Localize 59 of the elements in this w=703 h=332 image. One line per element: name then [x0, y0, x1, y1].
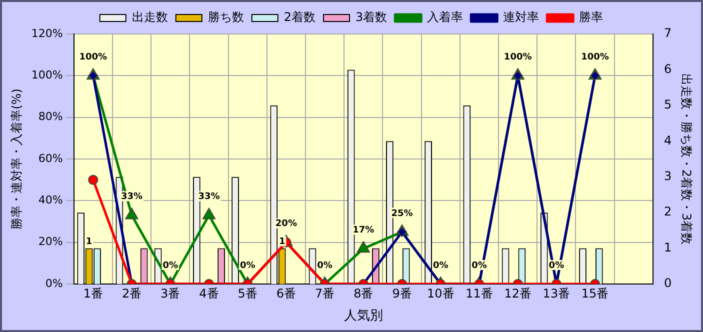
- y2-tick-label: 7: [664, 26, 672, 40]
- y2-tick-label: 4: [664, 133, 672, 148]
- y2-axis-title: 出走数・勝ち数・2着数・3着数: [680, 73, 694, 245]
- y2-tick-label: 0: [664, 276, 672, 290]
- x-tick-label: 10番: [426, 286, 454, 300]
- x-axis-title: 人気別: [344, 308, 383, 324]
- point: [356, 241, 370, 253]
- data-label: 100%: [504, 52, 532, 63]
- data-label: 0%: [432, 260, 448, 271]
- data-label: 0%: [317, 260, 332, 271]
- x-tick-label: 12番: [504, 286, 532, 300]
- data-label: 0%: [472, 260, 487, 271]
- y2-tick-label: 1: [664, 240, 672, 254]
- x-tick-label: 9番: [392, 286, 412, 300]
- y2-tick-label: 5: [664, 98, 672, 112]
- y-tick-label: 120%: [31, 26, 63, 40]
- x-tick-label: 6番: [276, 286, 296, 300]
- x-tick-label: 5番: [238, 286, 258, 300]
- data-label: 0%: [548, 260, 564, 271]
- legend-label: 出走数: [132, 10, 168, 24]
- y2-tick-label: 3: [664, 168, 672, 183]
- data-label: 1: [278, 237, 286, 248]
- y2-tick-label: 6: [664, 62, 672, 76]
- data-label: 33%: [120, 192, 143, 202]
- legend-label: 2着数: [284, 10, 316, 24]
- data-label: 100%: [581, 52, 609, 63]
- x-tick-label: 8番: [354, 286, 374, 300]
- y-tick-label: 20%: [38, 235, 63, 248]
- data-label: 20%: [275, 219, 297, 230]
- legend-label: 勝ち数: [208, 10, 244, 24]
- legend-label: 連対率: [503, 10, 540, 24]
- legend-label: 入着率: [427, 10, 464, 24]
- x-tick-label: 7番: [314, 286, 335, 300]
- x-tick-label: 2番: [122, 286, 142, 300]
- y-tick-label: 60%: [38, 152, 63, 165]
- point: [88, 174, 98, 185]
- y-tick-label: 80%: [38, 110, 63, 124]
- y-tick-label: 40%: [38, 194, 63, 207]
- y-axis-title: 勝率・連対率・入着率(%): [9, 88, 24, 230]
- y2-tick-label: 2: [664, 204, 672, 219]
- x-tick-label: 13番: [542, 286, 570, 300]
- legend-label: 3着数: [356, 10, 388, 24]
- x-tick-label: 15番: [581, 286, 609, 300]
- data-label: 1: [86, 237, 92, 248]
- y-tick-label: 100%: [31, 68, 63, 82]
- x-tick-label: 1番: [83, 286, 103, 300]
- data-label: 33%: [198, 192, 220, 202]
- y-tick-label: 0%: [45, 276, 63, 290]
- point: [125, 208, 138, 220]
- x-tick-label: 11番: [466, 286, 493, 300]
- data-label: 0%: [240, 260, 256, 271]
- point: [202, 208, 216, 220]
- x-tick-label: 3番: [160, 286, 180, 300]
- data-label: 17%: [352, 225, 374, 236]
- data-label: 0%: [162, 260, 178, 271]
- data-label: 25%: [391, 208, 413, 219]
- legend-label: 勝率: [579, 10, 604, 24]
- data-label: 100%: [79, 52, 108, 63]
- x-tick-label: 4番: [199, 286, 219, 300]
